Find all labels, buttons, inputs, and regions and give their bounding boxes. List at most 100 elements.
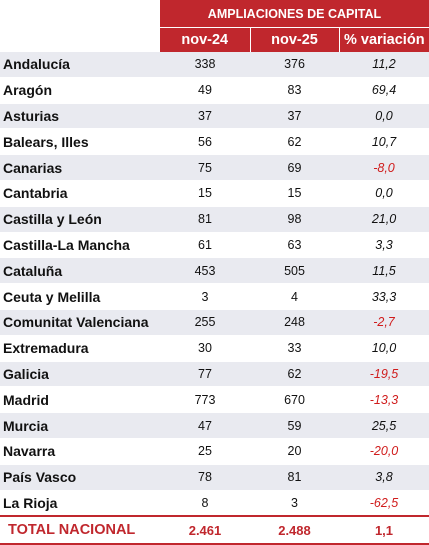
value-variation: 33,3 (339, 283, 429, 310)
table-row: Castilla y León 81 98 21,0 (0, 206, 429, 233)
region-name: Madrid (0, 386, 160, 414)
value-nov25: 505 (250, 257, 339, 285)
value-nov24: 49 (160, 77, 250, 104)
region-name: Canarias (0, 154, 160, 181)
value-nov24: 338 (160, 52, 250, 78)
table-row: Balears, Illes 56 62 10,7 (0, 128, 429, 156)
header-blank-cell (0, 0, 160, 28)
value-nov24: 3 (160, 283, 250, 310)
value-variation: -62,5 (339, 490, 429, 517)
table-row: Murcia 47 59 25,5 (0, 412, 429, 439)
value-variation: -8,0 (339, 154, 429, 181)
value-nov24: 25 (160, 438, 250, 465)
total-row: TOTAL NACIONAL 2.461 2.488 1,1 (0, 515, 429, 545)
value-variation: 0,0 (339, 103, 429, 130)
value-nov24: 453 (160, 257, 250, 285)
value-nov24: 77 (160, 361, 250, 388)
region-name: Cantabria (0, 180, 160, 207)
region-name: País Vasco (0, 464, 160, 491)
table-row: Navarra 25 20 -20,0 (0, 438, 429, 465)
table-row: Andalucía 338 376 11,2 (0, 52, 429, 78)
value-nov24: 61 (160, 232, 250, 259)
region-name: Aragón (0, 77, 160, 104)
value-nov25: 15 (250, 180, 339, 207)
value-nov24: 30 (160, 335, 250, 362)
column-header-variation: % variación (339, 27, 429, 52)
value-variation: 3,8 (339, 464, 429, 491)
value-variation: -13,3 (339, 386, 429, 414)
value-nov25: 98 (250, 206, 339, 233)
region-name: Murcia (0, 412, 160, 439)
group-title: AMPLIACIONES DE CAPITAL (160, 0, 429, 28)
value-variation: 3,3 (339, 232, 429, 259)
value-nov24: 47 (160, 412, 250, 439)
table-row: Cantabria 15 15 0,0 (0, 180, 429, 207)
value-nov25: 81 (250, 464, 339, 491)
value-nov25: 83 (250, 77, 339, 104)
value-nov25: 62 (250, 128, 339, 156)
total-nov25: 2.488 (250, 515, 339, 545)
value-nov25: 69 (250, 154, 339, 181)
table-row: Castilla-La Mancha 61 63 3,3 (0, 232, 429, 259)
region-name: Comunitat Valenciana (0, 309, 160, 336)
value-nov24: 773 (160, 386, 250, 414)
value-nov24: 8 (160, 490, 250, 517)
value-nov25: 59 (250, 412, 339, 439)
region-name: Andalucía (0, 52, 160, 78)
table-row: Canarias 75 69 -8,0 (0, 154, 429, 181)
value-nov25: 376 (250, 52, 339, 78)
table-row: Comunitat Valenciana 255 248 -2,7 (0, 309, 429, 336)
region-name: Balears, Illes (0, 128, 160, 156)
table-row: Extremadura 30 33 10,0 (0, 335, 429, 362)
value-nov24: 78 (160, 464, 250, 491)
table-row: País Vasco 78 81 3,8 (0, 464, 429, 491)
table-row: Galicia 77 62 -19,5 (0, 361, 429, 388)
value-variation: -19,5 (339, 361, 429, 388)
table-row: La Rioja 8 3 -62,5 (0, 490, 429, 517)
value-variation: -20,0 (339, 438, 429, 465)
region-name: Navarra (0, 438, 160, 465)
value-variation: 25,5 (339, 412, 429, 439)
header-row-columns: nov-24 nov-25 % variación (0, 27, 429, 52)
total-nov24: 2.461 (160, 515, 250, 545)
value-nov24: 37 (160, 103, 250, 130)
value-nov25: 62 (250, 361, 339, 388)
table-row: Aragón 49 83 69,4 (0, 77, 429, 104)
total-label: TOTAL NACIONAL (0, 515, 160, 545)
value-nov24: 75 (160, 154, 250, 181)
value-nov24: 255 (160, 309, 250, 336)
region-name: Asturias (0, 103, 160, 130)
column-header-nov24: nov-24 (160, 27, 251, 52)
value-variation: 10,0 (339, 335, 429, 362)
region-name: La Rioja (0, 490, 160, 517)
value-nov24: 15 (160, 180, 250, 207)
table-row: Ceuta y Melilla 3 4 33,3 (0, 283, 429, 310)
value-nov25: 4 (250, 283, 339, 310)
value-variation: 11,2 (339, 52, 429, 78)
value-variation: -2,7 (339, 309, 429, 336)
value-variation: 11,5 (339, 257, 429, 285)
header-blank-cell (0, 27, 160, 52)
value-nov25: 33 (250, 335, 339, 362)
region-name: Castilla-La Mancha (0, 232, 160, 259)
value-nov25: 670 (250, 386, 339, 414)
region-name: Galicia (0, 361, 160, 388)
value-nov24: 56 (160, 128, 250, 156)
header-row-group: AMPLIACIONES DE CAPITAL (0, 0, 429, 28)
value-variation: 0,0 (339, 180, 429, 207)
value-nov25: 3 (250, 490, 339, 517)
value-nov25: 37 (250, 103, 339, 130)
value-nov25: 63 (250, 232, 339, 259)
value-nov25: 248 (250, 309, 339, 336)
region-name: Castilla y León (0, 206, 160, 233)
table-row: Asturias 37 37 0,0 (0, 103, 429, 130)
table-row: Cataluña 453 505 11,5 (0, 257, 429, 285)
region-name: Extremadura (0, 335, 160, 362)
total-variation: 1,1 (339, 515, 429, 545)
value-nov25: 20 (250, 438, 339, 465)
region-name: Ceuta y Melilla (0, 283, 160, 310)
region-name: Cataluña (0, 257, 160, 285)
value-variation: 10,7 (339, 128, 429, 156)
